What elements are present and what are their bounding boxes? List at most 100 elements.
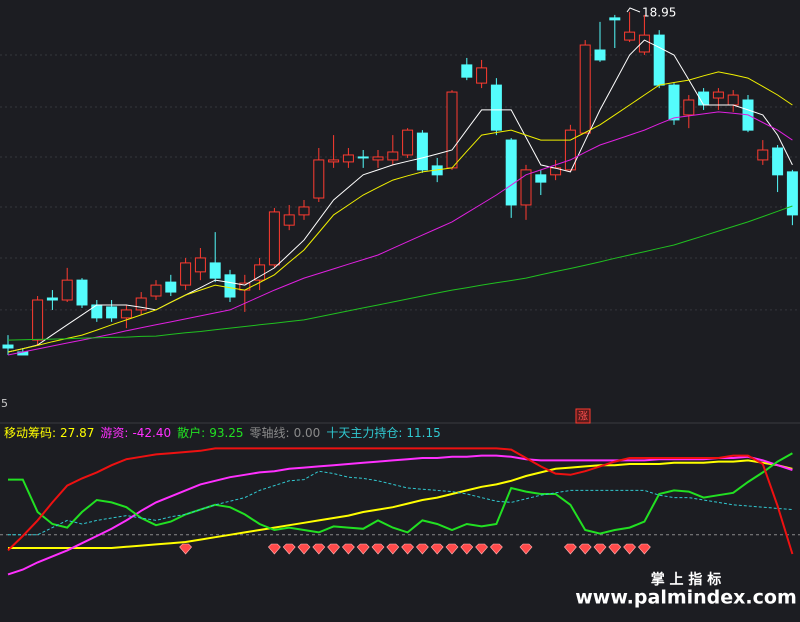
signal-diamond — [297, 543, 311, 555]
signal-diamond — [341, 543, 355, 555]
candle-body — [712, 91, 724, 99]
candle-body — [135, 297, 147, 311]
legend-label: 零轴线: — [250, 425, 290, 440]
indicator-line — [7, 447, 794, 555]
candle-body — [757, 149, 769, 161]
candle-body — [786, 171, 798, 216]
signal-diamond — [282, 543, 296, 555]
signal-diamond — [415, 543, 429, 555]
candle-body — [402, 129, 414, 156]
ma-line — [7, 39, 793, 353]
candle-body — [535, 174, 547, 183]
candle-body — [624, 31, 636, 41]
candle-body — [283, 214, 295, 226]
candle-body — [46, 297, 58, 301]
signal-diamond — [371, 543, 385, 555]
indicator-line — [7, 454, 793, 576]
candle-body — [224, 274, 236, 298]
legend: 移动筹码: 27.87 游资: -42.40 散户: 93.25 零轴线: 0.00 十天主力持… — [4, 425, 441, 440]
candle-body — [357, 156, 369, 159]
signal-diamond — [489, 543, 503, 555]
signal-diamond — [608, 543, 622, 555]
signal-diamond — [386, 543, 400, 555]
legend-value: -42.40 — [132, 426, 171, 440]
candle-body — [313, 159, 325, 199]
indicator-line — [8, 459, 793, 549]
candle-body — [387, 151, 399, 161]
candle-body — [32, 299, 44, 341]
candle-body — [120, 309, 132, 319]
signal-diamond — [563, 543, 577, 555]
signal-diamond — [519, 543, 533, 555]
candle-body — [579, 44, 591, 134]
legend-value: 0.00 — [294, 426, 321, 440]
legend-label: 十天主力持仓: — [326, 425, 402, 440]
candle-body — [209, 262, 221, 279]
candle-body — [416, 132, 428, 171]
signal-diamond — [179, 543, 193, 555]
watermark-title: 掌 上 指 标 — [651, 571, 722, 588]
signal-diamond — [460, 543, 474, 555]
signal-diamond — [475, 543, 489, 555]
signal-diamond — [637, 543, 651, 555]
badge-box — [575, 408, 591, 424]
candle-body — [372, 156, 384, 161]
signal-diamond — [312, 543, 326, 555]
signal-diamond — [578, 543, 592, 555]
legend-label: 散户: — [177, 425, 205, 440]
candle-body — [609, 17, 621, 21]
signal-diamond — [445, 543, 459, 555]
candle-body — [727, 94, 739, 106]
candle-body — [194, 257, 206, 273]
watermark-url: www.palmindex.com — [575, 587, 797, 609]
candle-body — [268, 211, 280, 266]
legend-value: 27.87 — [60, 426, 94, 440]
indicator-line — [8, 452, 793, 535]
candle-body — [165, 281, 177, 293]
signal-diamond — [593, 543, 607, 555]
candle-body — [461, 64, 473, 78]
legend-value: 93.25 — [209, 426, 243, 440]
candle-body — [328, 159, 340, 163]
high-annotation: 18.95 — [642, 6, 676, 20]
candle-body — [476, 67, 488, 84]
candle-body — [76, 279, 88, 306]
candle-body — [490, 84, 502, 131]
candle-body — [61, 279, 73, 301]
candle-body — [505, 139, 517, 206]
candle-body — [594, 49, 606, 61]
candle-body — [150, 284, 162, 297]
badge: 涨 — [578, 411, 588, 423]
candle-body — [683, 99, 695, 116]
signal-diamond — [356, 543, 370, 555]
signal-diamond — [267, 543, 281, 555]
candle-body — [653, 34, 665, 86]
signal-diamond — [327, 543, 341, 555]
ma-line — [7, 205, 793, 341]
legend-value: 11.15 — [406, 426, 440, 440]
candle-body — [446, 91, 458, 169]
candle-body — [520, 169, 532, 206]
candle-body — [564, 129, 576, 171]
candle-body — [254, 264, 266, 281]
legend-label: 游资: — [100, 426, 128, 440]
high-pointer — [626, 7, 641, 13]
candle-body — [638, 34, 650, 53]
candle-body — [298, 206, 310, 216]
legend-label: 移动筹码: — [4, 426, 56, 440]
ma-line — [7, 71, 793, 353]
candle-body — [772, 147, 784, 176]
candle-body — [180, 262, 192, 286]
ma-line — [7, 111, 793, 356]
candle-body — [106, 306, 118, 319]
indicator-line — [8, 470, 793, 536]
candle-body — [2, 344, 14, 349]
candle-body — [668, 84, 680, 121]
corner-label: 5 — [1, 397, 8, 410]
signal-diamond — [430, 543, 444, 555]
candle-body — [342, 154, 354, 163]
signal-diamond — [623, 543, 637, 555]
